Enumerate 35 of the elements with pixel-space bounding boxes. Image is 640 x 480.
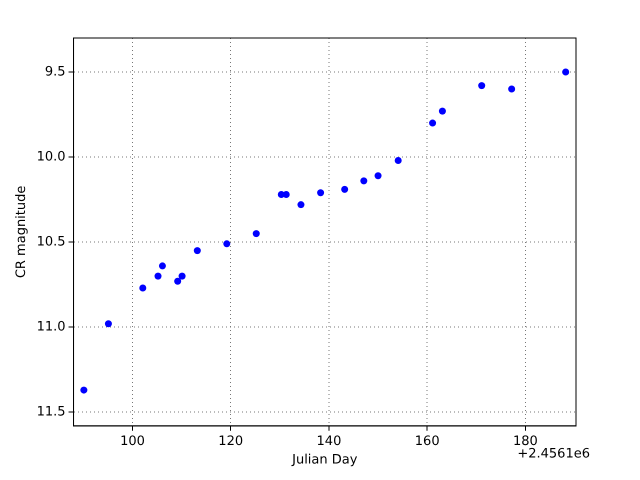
point <box>154 272 162 280</box>
y-tick-label: 11.5 <box>36 404 66 420</box>
point <box>374 172 382 180</box>
point <box>297 201 304 208</box>
point <box>80 386 88 394</box>
point <box>478 82 486 90</box>
point <box>317 189 324 196</box>
point <box>139 284 146 292</box>
point <box>104 320 112 328</box>
x-tick-label: 160 <box>414 434 440 449</box>
point <box>360 177 368 184</box>
y-tick-label: 9.5 <box>44 64 66 80</box>
x-tick-label: 120 <box>218 434 244 449</box>
point <box>341 186 348 193</box>
point <box>429 120 436 127</box>
y-tick-label: 11.0 <box>36 320 66 335</box>
point <box>194 247 201 254</box>
y-tick-label: 10.5 <box>36 234 66 250</box>
x-tick-label: 100 <box>120 434 145 449</box>
point <box>508 86 516 93</box>
point <box>562 68 570 76</box>
x-tick-label: 140 <box>316 434 342 449</box>
x-axis-title: Julian Day <box>291 452 358 468</box>
point <box>394 156 402 164</box>
x-tick-label: 180 <box>512 434 538 449</box>
point <box>438 108 446 115</box>
y-axis-title: CR magnitude <box>14 186 30 278</box>
point <box>174 278 182 285</box>
point <box>252 230 260 238</box>
point <box>223 240 230 248</box>
y-tick-label: 10.0 <box>36 149 66 164</box>
point <box>178 272 186 280</box>
point <box>282 190 290 198</box>
point <box>158 262 166 270</box>
text: +2.4561e6 <box>517 446 590 462</box>
